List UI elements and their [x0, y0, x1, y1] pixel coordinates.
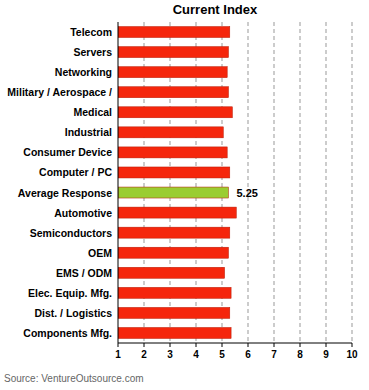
bar: [118, 227, 230, 238]
category-label: Military / Aerospace /: [7, 86, 112, 98]
category-label: Dist. / Logistics: [34, 307, 112, 319]
category-label: Automotive: [54, 207, 112, 219]
bar: [118, 207, 236, 218]
tick-label: 3: [167, 349, 173, 360]
bar: [118, 187, 229, 198]
category-label: Elec. Equip. Mfg.: [28, 287, 112, 299]
bar: [118, 307, 230, 318]
bar: [118, 27, 230, 38]
tick-label: 7: [271, 349, 277, 360]
tick-label: 2: [141, 349, 147, 360]
data-label: 5.25: [237, 187, 258, 199]
bar: [118, 167, 230, 178]
tick-label: 6: [245, 349, 251, 360]
bar: [118, 327, 231, 338]
source-note: Source: VentureOutsource.com: [4, 373, 144, 384]
tick-mark: [196, 343, 197, 347]
category-label: Consumer Device: [23, 146, 112, 158]
bar: [118, 87, 229, 98]
tick-label: 10: [346, 349, 358, 360]
grid-line: [352, 22, 353, 343]
tick-label: 8: [297, 349, 303, 360]
bar: [118, 107, 232, 118]
tick-label: 9: [323, 349, 329, 360]
bar: [118, 247, 229, 258]
bar: [118, 67, 227, 78]
category-label: Average Response: [18, 187, 112, 199]
bar: [118, 147, 227, 158]
x-axis: [118, 343, 352, 344]
tick-mark: [248, 343, 249, 347]
category-label: Servers: [73, 46, 112, 58]
grid-line: [274, 22, 275, 343]
category-label: Medical: [73, 106, 112, 118]
tick-label: 5: [219, 349, 225, 360]
grid-line: [300, 22, 301, 343]
tick-mark: [144, 343, 145, 347]
labels: Telecom Servers Networking Military / Aeros…: [7, 26, 258, 339]
tick-mark: [326, 343, 327, 347]
tick-mark: [118, 343, 119, 347]
category-label: Semiconductors: [30, 227, 112, 239]
bar: [118, 127, 223, 138]
category-label: EMS / ODM: [56, 267, 112, 279]
category-label: Industrial: [65, 126, 112, 138]
y-axis: [118, 22, 119, 343]
bars: [118, 27, 236, 339]
bar: [118, 267, 225, 278]
tick-mark: [352, 343, 353, 347]
category-label: Computer / PC: [39, 166, 112, 178]
grid-line: [248, 22, 249, 343]
category-label: Components Mfg.: [23, 327, 112, 339]
tick-mark: [274, 343, 275, 347]
chart: Current Index 1 2 3 4 5 6 7 8 9 10 Telecom Servers Ne…: [0, 0, 369, 390]
tick-mark: [170, 343, 171, 347]
tick-label: 1: [115, 349, 121, 360]
title: Current Index: [173, 2, 258, 17]
category-label: Networking: [55, 66, 112, 78]
grid-line: [326, 22, 327, 343]
tick-mark: [300, 343, 301, 347]
bar: [118, 47, 229, 58]
category-label: OEM: [88, 247, 112, 259]
category-label: Telecom: [70, 26, 112, 38]
tick-mark: [222, 343, 223, 347]
bar: [118, 287, 231, 298]
tick-label: 4: [193, 349, 199, 360]
